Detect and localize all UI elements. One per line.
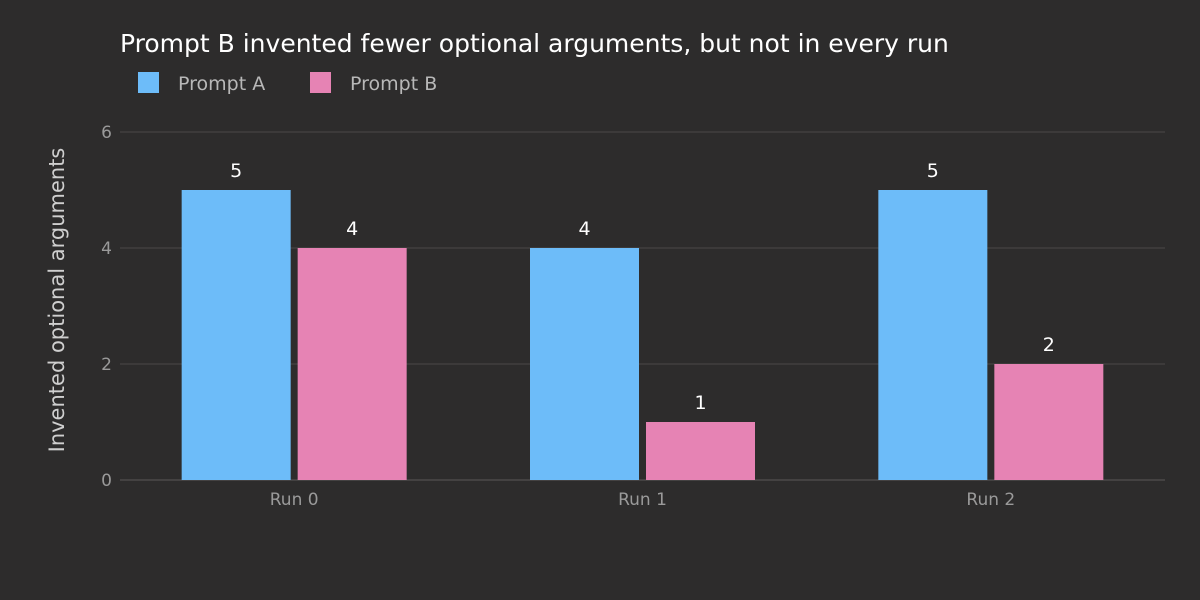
x-tick-label-run-1: Run 1 (618, 490, 667, 510)
x-axis-ticks: Run 0 Run 1 Run 2 (270, 490, 1015, 510)
bar-prompt-a-run-2 (878, 190, 988, 480)
data-label-prompt-b-run-1: 1 (694, 392, 706, 414)
bar-prompt-b-run-1 (646, 422, 755, 480)
bar-prompt-a-run-0 (181, 190, 291, 480)
bar-prompt-b-run-0 (297, 248, 407, 480)
data-labels: 5 4 4 1 5 2 (230, 160, 1055, 414)
bar-prompt-b-run-2 (994, 364, 1104, 480)
data-label-prompt-b-run-0: 4 (346, 218, 358, 240)
y-axis-ticks: 0 2 4 6 (101, 123, 112, 491)
x-tick-label-run-0: Run 0 (270, 490, 319, 510)
data-label-prompt-a-run-2: 5 (927, 160, 939, 182)
bars (181, 190, 1104, 480)
y-tick-label-6: 6 (101, 123, 112, 143)
legend: Prompt A Prompt B (138, 72, 437, 95)
data-label-prompt-a-run-1: 4 (578, 218, 590, 240)
legend-swatch-prompt-b (310, 72, 331, 93)
data-label-prompt-a-run-0: 5 (230, 160, 242, 182)
data-label-prompt-b-run-2: 2 (1043, 334, 1055, 356)
bar-prompt-a-run-1 (530, 248, 639, 480)
legend-item-prompt-a: Prompt A (138, 72, 265, 95)
y-axis-label: Invented optional arguments (45, 148, 69, 453)
legend-swatch-prompt-a (138, 72, 159, 93)
gridlines (120, 131, 1165, 481)
y-tick-label-0: 0 (101, 471, 112, 491)
y-tick-label-4: 4 (101, 239, 112, 259)
legend-label-prompt-a: Prompt A (178, 73, 265, 95)
legend-label-prompt-b: Prompt B (350, 73, 437, 95)
chart-title: Prompt B invented fewer optional argumen… (120, 29, 949, 58)
x-tick-label-run-2: Run 2 (966, 490, 1015, 510)
y-tick-label-2: 2 (101, 355, 112, 375)
legend-item-prompt-b: Prompt B (310, 72, 437, 95)
